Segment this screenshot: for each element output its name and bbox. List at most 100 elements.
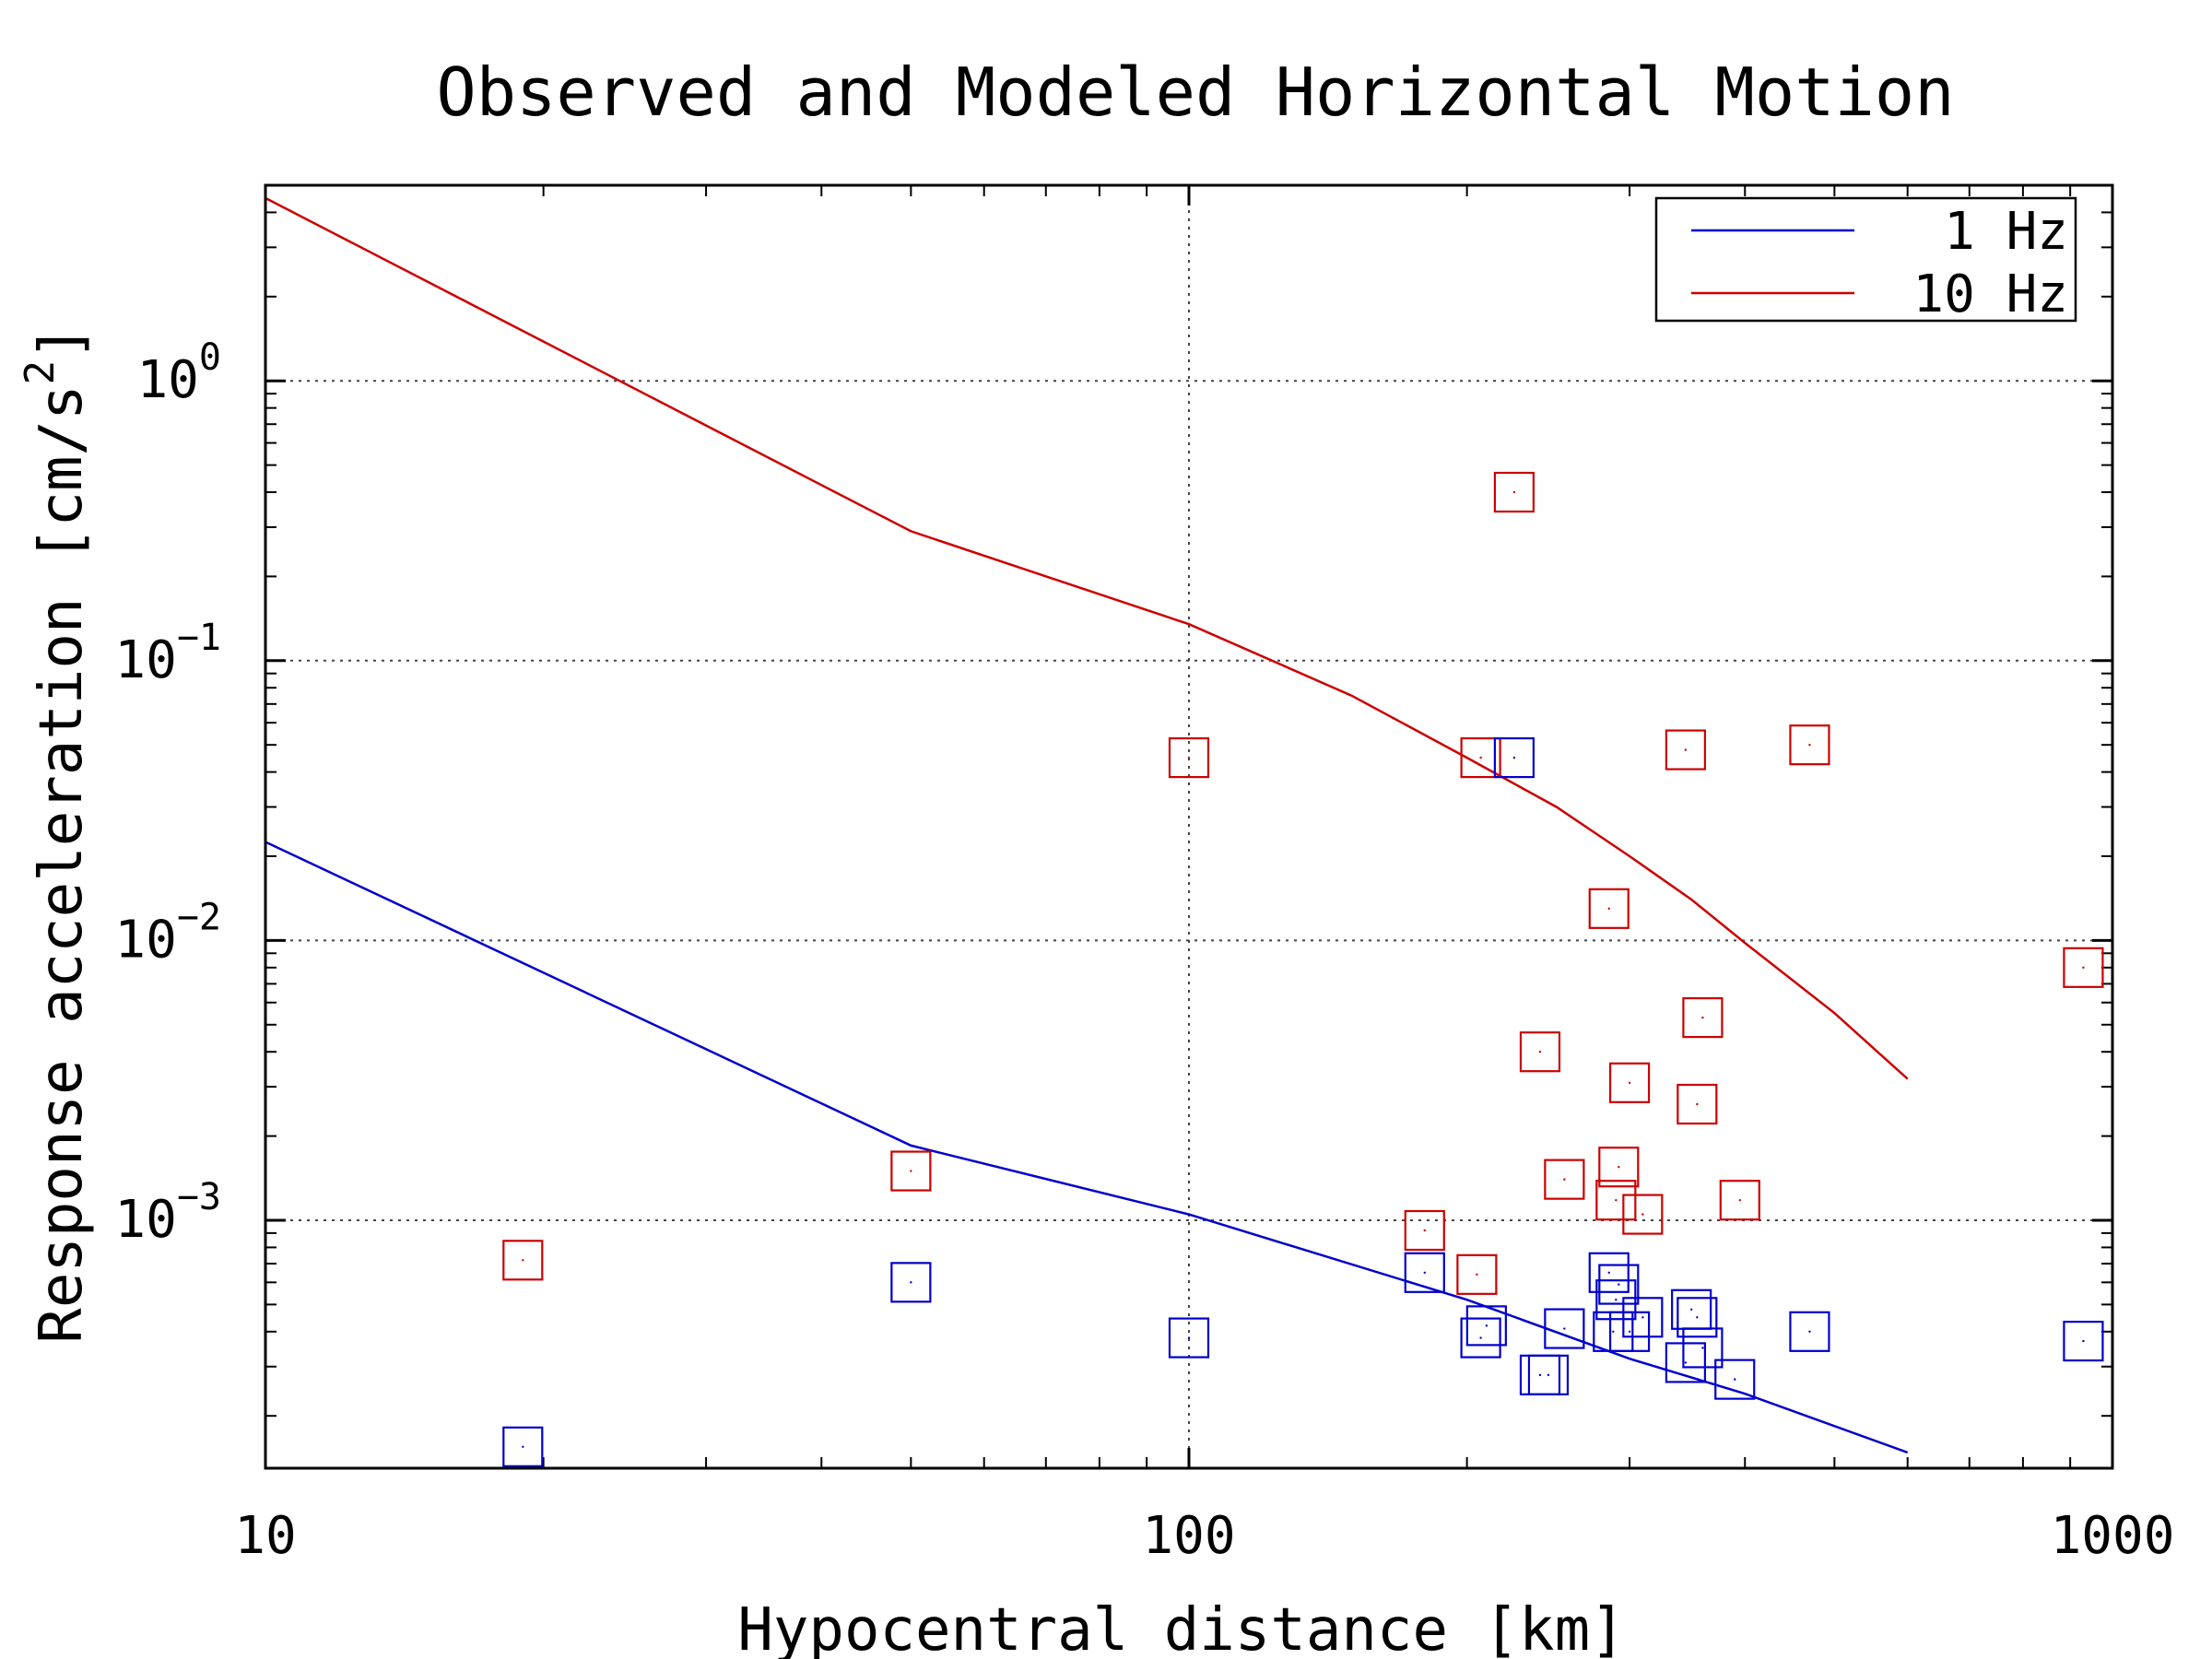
legend-label: 10 Hz: [1912, 265, 2068, 324]
observed-point-1-hz: [1622, 1297, 1664, 1338]
observed-point-1-hz: [1465, 1305, 1507, 1347]
model-lines: [265, 196, 1909, 1454]
observed-point-center-10-hz: [1607, 907, 1610, 911]
observed-point-10-hz: [1168, 736, 1210, 779]
observed-point-center-10-hz: [1187, 756, 1191, 759]
legend-label: 1 Hz: [1944, 202, 2068, 262]
observed-point-1-hz: [1608, 1311, 1651, 1352]
y-tick-exp: −2: [177, 896, 221, 938]
observed-point-center-10-hz: [1738, 1198, 1741, 1202]
y-axis-label: Response acceleration [cm/s2]: [17, 324, 96, 1343]
observed-point-10-hz: [1598, 1147, 1640, 1188]
observed-point-center-1-hz: [1641, 1316, 1644, 1319]
model-line-1-hz: [265, 841, 1909, 1454]
grid: [265, 185, 2112, 1468]
observed-point-center-1-hz: [1734, 1378, 1736, 1381]
observed-point-1-hz: [1677, 1297, 1718, 1338]
observed-point-center-10-hz: [1701, 1016, 1704, 1019]
observed-point-center-1-hz: [1423, 1271, 1426, 1274]
observed-point-center-10-hz: [1696, 1102, 1699, 1106]
observed-point-10-hz: [1665, 729, 1706, 771]
observed-point-10-hz: [1404, 1209, 1445, 1252]
observed-point-center-10-hz: [1476, 1273, 1478, 1277]
observed-point-10-hz: [1677, 1083, 1718, 1125]
observed-point-1-hz: [502, 1426, 544, 1467]
observed-point-center-1-hz: [1485, 1324, 1488, 1327]
observed-point-center-1-hz: [1696, 1316, 1699, 1319]
observed-point-10-hz: [1544, 1159, 1585, 1200]
observed-point-10-hz: [502, 1240, 544, 1281]
observed-point-center-1-hz: [1512, 756, 1516, 759]
y-tick-base: 10: [114, 910, 176, 970]
observed-point-10-hz: [1456, 1253, 1498, 1295]
observed-point-1-hz: [1460, 1317, 1501, 1359]
observed-point-center-1-hz: [1538, 1373, 1542, 1377]
observed-point-1-hz: [1595, 1279, 1637, 1321]
x-tick-label: 100: [1142, 1506, 1235, 1566]
y-axis-label-main: Response acceleration [cm/s: [28, 384, 96, 1343]
observed-point-center-1-hz: [1612, 1330, 1615, 1334]
observed-point-1-hz: [1789, 1311, 1830, 1352]
legend-box: [1654, 196, 2077, 323]
model-line-10-hz: [265, 196, 1909, 1080]
y-tick-exp: −1: [177, 617, 221, 659]
observed-point-1-hz: [1588, 1252, 1630, 1293]
y-tick-exp: −3: [177, 1176, 221, 1218]
observed-point-center-1-hz: [1628, 1330, 1631, 1334]
observed-point-10-hz: [1519, 1031, 1561, 1073]
observed-point-1-hz: [1665, 1342, 1706, 1383]
observed-point-1-hz: [1714, 1359, 1756, 1400]
observed-point-center-10-hz: [1615, 1198, 1618, 1202]
y-tick-label: 10−3: [114, 1176, 221, 1250]
observed-point-center-1-hz: [1684, 1361, 1688, 1364]
observed-point-10-hz: [2063, 947, 2104, 988]
observed-point-center-10-hz: [1512, 490, 1516, 494]
observed-point-1-hz: [1544, 1308, 1585, 1349]
y-tick-label: 10−1: [114, 617, 221, 690]
y-tick-base: 10: [114, 630, 176, 690]
observed-point-1-hz: [1168, 1317, 1210, 1359]
observed-point-center-10-hz: [522, 1259, 524, 1262]
observed-point-1-hz: [1598, 1264, 1640, 1305]
observed-point-center-1-hz: [910, 1281, 912, 1284]
x-tick-labels: 10 100 1000: [234, 1506, 2174, 1566]
plot-frame: [264, 183, 2114, 1470]
observed-point-1-hz: [2063, 1320, 2104, 1362]
y-tick-base: 10: [114, 1190, 176, 1250]
observed-point-center-10-hz: [1628, 1081, 1631, 1085]
observed-point-10-hz: [1682, 997, 1724, 1039]
x-axis-label: Hypocentral distance [km]: [737, 1596, 1625, 1659]
observed-point-1-hz: [1404, 1252, 1445, 1293]
observed-point-center-1-hz: [1607, 1271, 1610, 1274]
chart-title: Observed and Modeled Horizontal Motion: [436, 53, 1954, 131]
observed-point-10-hz: [1588, 888, 1630, 929]
observed-point-center-10-hz: [910, 1170, 912, 1172]
y-axis-label-sup: 2: [17, 360, 64, 385]
observed-point-center-1-hz: [1563, 1327, 1566, 1330]
observed-point-10-hz: [1493, 471, 1535, 513]
observed-point-1-hz: [1493, 736, 1535, 779]
observed-point-1-hz: [1527, 1354, 1570, 1395]
observed-point-center-1-hz: [1689, 1308, 1693, 1311]
observed-point-center-10-hz: [1423, 1229, 1426, 1232]
observed-points: [502, 471, 2104, 1467]
x-tick-label: 10: [234, 1506, 296, 1566]
observed-point-center-10-hz: [1808, 743, 1811, 747]
observed-point-center-10-hz: [1684, 748, 1688, 751]
observed-point-1-hz: [890, 1262, 932, 1303]
observed-point-10-hz: [1719, 1180, 1760, 1221]
y-tick-label: 10−2: [114, 896, 221, 970]
observed-point-center-1-hz: [2082, 1339, 2085, 1343]
observed-point-center-1-hz: [1479, 1336, 1482, 1339]
observed-point-1-hz: [1682, 1327, 1724, 1369]
observed-point-center-1-hz: [1615, 1299, 1618, 1301]
x-tick-label: 1000: [2051, 1506, 2175, 1566]
observed-point-center-10-hz: [1479, 756, 1482, 759]
observed-point-center-10-hz: [1641, 1213, 1644, 1216]
observed-point-center-1-hz: [522, 1445, 524, 1449]
observed-point-10-hz: [1595, 1180, 1637, 1221]
observed-point-center-10-hz: [1618, 1166, 1620, 1169]
